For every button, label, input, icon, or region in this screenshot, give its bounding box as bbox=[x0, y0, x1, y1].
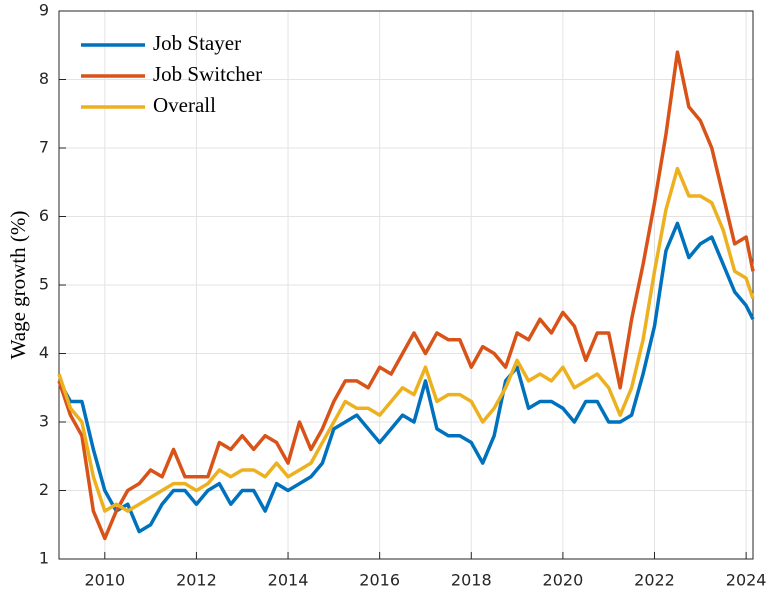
y-tick-label: 1 bbox=[39, 549, 49, 568]
x-tick-label: 2010 bbox=[84, 571, 125, 590]
x-tick-label: 2024 bbox=[726, 571, 767, 590]
y-tick-label: 4 bbox=[39, 343, 49, 362]
y-tick-label: 3 bbox=[39, 412, 49, 431]
x-tick-label: 2018 bbox=[451, 571, 492, 590]
data-line bbox=[57, 166, 755, 513]
data-line bbox=[57, 221, 755, 534]
y-tick-label: 9 bbox=[39, 1, 49, 20]
y-tick-label: 8 bbox=[39, 69, 49, 88]
x-tick-label: 2022 bbox=[634, 571, 675, 590]
y-tick-label: 5 bbox=[39, 275, 49, 294]
x-tick-label: 2014 bbox=[268, 571, 309, 590]
data-line bbox=[57, 50, 755, 541]
y-tick-label: 2 bbox=[39, 480, 49, 499]
legend-label: Job Stayer bbox=[153, 31, 241, 55]
y-tick-label: 7 bbox=[39, 138, 49, 157]
plot-frame bbox=[58, 10, 754, 560]
y-tick-label: 6 bbox=[39, 206, 49, 225]
x-tick-label: 2016 bbox=[359, 571, 400, 590]
legend-label: Job Switcher bbox=[153, 62, 262, 86]
x-tick-label: 2012 bbox=[176, 571, 217, 590]
y-axis-label: Wage growth (%) bbox=[6, 211, 30, 360]
legend-label: Overall bbox=[153, 93, 216, 117]
x-tick-label: 2020 bbox=[543, 571, 584, 590]
